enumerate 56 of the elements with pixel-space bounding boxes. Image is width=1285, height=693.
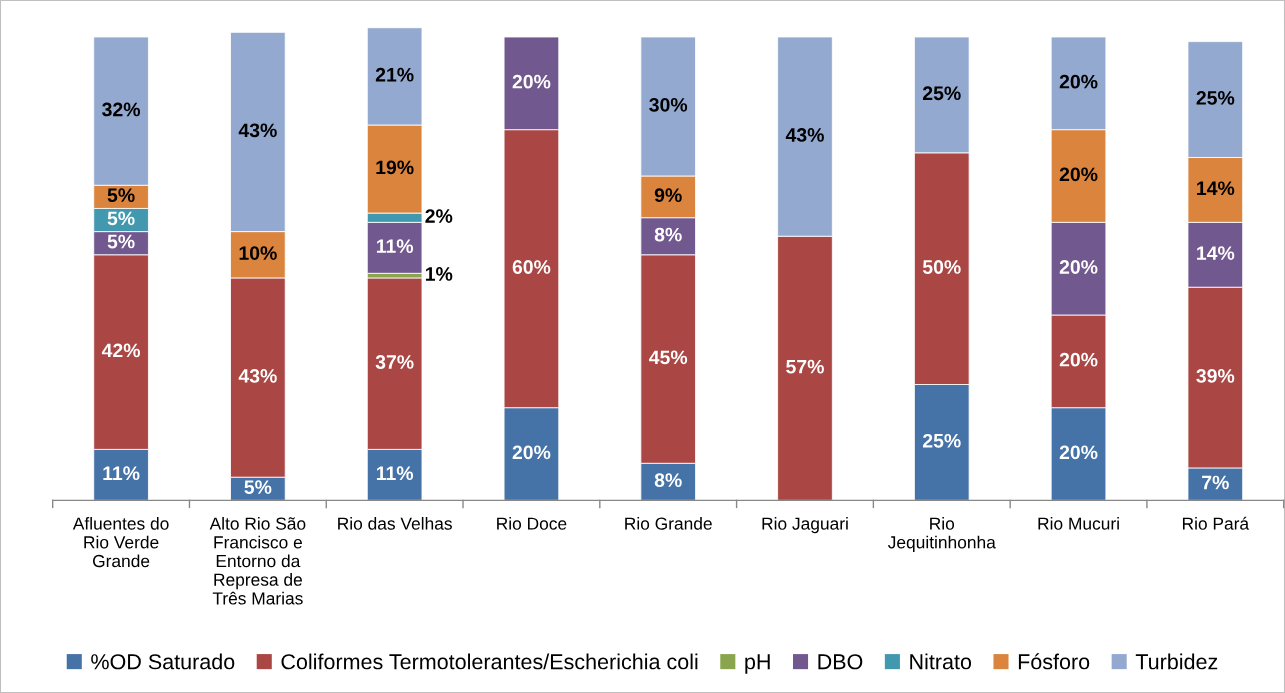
data-label: 21% xyxy=(375,67,414,82)
data-label: 14% xyxy=(1197,246,1235,260)
data-label: 20% xyxy=(1059,260,1098,274)
data-label: 19% xyxy=(376,160,414,175)
data-label: 11% xyxy=(376,466,414,481)
data-label: 5% xyxy=(107,188,135,203)
data-label: 8% xyxy=(654,473,682,488)
data-label: 45% xyxy=(649,350,688,365)
x-tick-label: Rio Doce xyxy=(497,517,567,530)
data-label: 14% xyxy=(1197,181,1235,196)
data-label: 10% xyxy=(239,246,277,260)
data-label: 20% xyxy=(1059,74,1098,89)
legend-label: DBO xyxy=(818,654,863,670)
data-label: 20% xyxy=(1059,167,1098,182)
x-tick-label: Rio das Velhas xyxy=(338,517,452,530)
x-tick-label: Rio Grande xyxy=(625,517,712,530)
data-label: 39% xyxy=(1196,369,1235,383)
data-label: 43% xyxy=(785,128,824,142)
data-label: 7% xyxy=(1202,475,1229,490)
legend-label: Nitrato xyxy=(910,653,972,670)
data-label: 25% xyxy=(922,86,961,101)
data-label: 57% xyxy=(786,359,824,374)
legend-label: Turbidez xyxy=(1135,653,1218,670)
data-label: 8% xyxy=(654,227,682,242)
data-label: 43% xyxy=(238,123,277,138)
data-label: 5% xyxy=(107,211,135,226)
data-label: 5% xyxy=(244,480,272,494)
data-label: 42% xyxy=(101,343,141,358)
x-tick-label: Rio Jequitinhonha xyxy=(887,517,996,552)
data-label: 2% xyxy=(425,209,453,223)
data-label: 5% xyxy=(107,234,135,249)
data-label: 11% xyxy=(103,466,140,481)
data-label: 60% xyxy=(512,260,551,274)
data-label: 20% xyxy=(1059,445,1098,460)
legend-label: Coliformes Termotolerantes/Escherichia coli xyxy=(281,653,698,670)
x-tick-label: Alto Rio São Francisco e Entorno da Represa de Três Marias xyxy=(209,517,306,605)
legend-label: %OD Saturado xyxy=(91,653,235,670)
data-label: 30% xyxy=(649,97,688,112)
legend-label: pH xyxy=(745,654,770,674)
data-label: 25% xyxy=(922,433,961,448)
x-tick-label: Rio Mucuri xyxy=(1038,517,1119,530)
legend-label: Fósforo xyxy=(1018,653,1090,670)
x-tick-label: Rio Jaguari xyxy=(762,517,848,534)
data-label: 25% xyxy=(1196,90,1235,105)
data-label: 20% xyxy=(1059,352,1098,367)
data-label: 43% xyxy=(238,369,277,383)
data-label: 20% xyxy=(512,74,551,89)
data-label: 11% xyxy=(376,239,414,253)
data-label: 1% xyxy=(425,267,453,281)
data-label: 20% xyxy=(512,445,551,460)
x-tick-label: Rio Pará xyxy=(1182,516,1250,530)
data-label: 32% xyxy=(102,102,141,117)
data-label: 50% xyxy=(922,260,961,274)
x-tick-label: Afluentes do Rio Verde Grande xyxy=(72,517,169,568)
data-label: 9% xyxy=(654,188,682,203)
data-label: 37% xyxy=(375,355,414,369)
